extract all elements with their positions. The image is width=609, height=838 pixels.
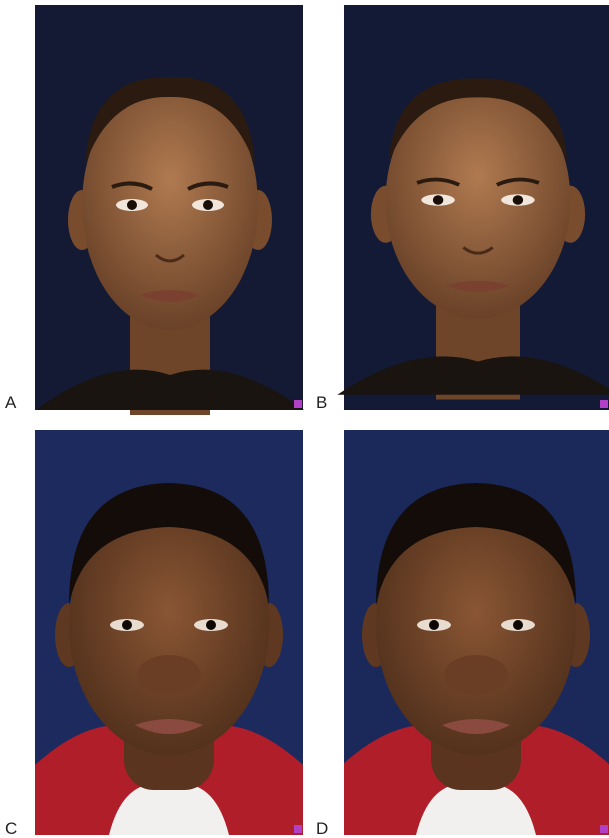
photo-panel: A [5,5,304,415]
icon [600,400,608,408]
icon [294,825,302,833]
panel-label: B [316,393,327,412]
page: A B C D (() => { const data = JSON.parse… [0,0,609,838]
photo-panel: B [316,5,609,412]
icon [600,825,608,833]
photo-panel: C [5,430,303,838]
panel-label: C [5,819,17,838]
panel-label: D [316,819,328,838]
figure: A B C D [0,0,609,838]
panel-label: A [5,393,17,412]
icon [294,400,302,408]
photo-panel: D [316,430,609,838]
